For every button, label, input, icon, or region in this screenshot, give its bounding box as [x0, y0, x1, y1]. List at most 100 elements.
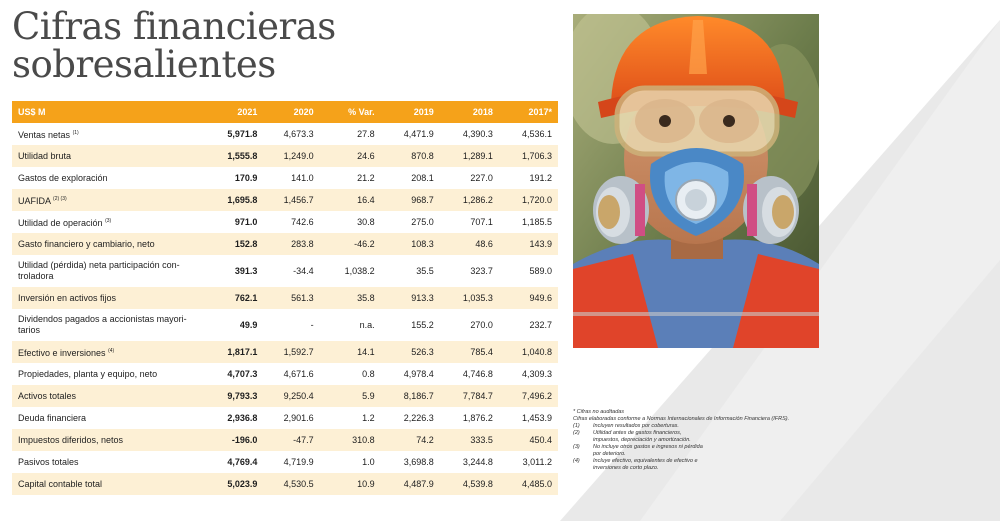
- table-cell: 275.0: [380, 211, 440, 233]
- row-label: Impuestos diferidos, netos: [12, 429, 208, 451]
- table-cell: -46.2: [319, 233, 381, 255]
- row-label: UAFIDA (2) (3): [12, 189, 208, 211]
- table-cell: 4,769.4: [207, 451, 264, 473]
- table-cell: 2,901.6: [263, 407, 320, 429]
- table-cell: 14.1: [319, 341, 381, 363]
- table-cell: 323.7: [439, 255, 499, 287]
- footnote-item: (1) Incluyen resultados por coberturas.: [573, 423, 833, 430]
- footnote-item: (4) Incluye efectivo, equivalentes de efe…: [573, 458, 833, 472]
- table-cell: 1,592.7: [263, 341, 320, 363]
- table-row: Utilidad (pérdida) neta participación co…: [12, 255, 558, 287]
- header-cell-var: % Var.: [319, 101, 381, 123]
- row-label: Pasivos totales: [12, 451, 208, 473]
- table-cell: 24.6: [319, 145, 381, 167]
- table-row: Deuda financiera 2,936.8 2,901.6 1.2 2,226.3…: [12, 407, 558, 429]
- footnotes: * Cifras no auditadas Cifras elaboradas …: [573, 409, 833, 472]
- table-cell: 1,035.3: [439, 287, 499, 309]
- table-cell: 1,456.7: [263, 189, 320, 211]
- footnote-number: (1): [573, 423, 580, 429]
- row-label: Utilidad de operación (3): [12, 211, 208, 233]
- row-label: Propiedades, planta y equipo, neto: [12, 363, 208, 385]
- table-cell: 4,978.4: [380, 363, 440, 385]
- table-cell: 1,185.5: [498, 211, 558, 233]
- table-cell: 74.2: [380, 429, 440, 451]
- table-cell: 49.9: [207, 309, 264, 341]
- table-row: Efectivo e inversiones (4) 1,817.1 1,592.7…: [12, 341, 558, 363]
- row-label-text: Utilidad (pérdida) neta participación co…: [18, 260, 180, 270]
- table-row: Utilidad bruta 1,555.8 1,249.0 24.6 870.8 1,2…: [12, 145, 558, 167]
- row-label-text: Gastos de exploración: [18, 172, 108, 183]
- table-row: Gasto financiero y cambiario, neto 152.8 2…: [12, 233, 558, 255]
- table-cell: 27.8: [319, 123, 381, 145]
- table-cell: 16.4: [319, 189, 381, 211]
- header-cell-units: US$ M: [12, 101, 208, 123]
- table-cell: 4,536.1: [498, 123, 558, 145]
- footnote-text-line: inversiones de corto plazo.: [593, 465, 659, 471]
- table-cell: 1,040.8: [498, 341, 558, 363]
- footnote-intro: Cifras elaboradas conforme a Normas Inte…: [573, 416, 790, 422]
- table-cell: 1,286.2: [439, 189, 499, 211]
- table-row: Pasivos totales 4,769.4 4,719.9 1.0 3,698.8 3…: [12, 451, 558, 473]
- table-cell: 870.8: [380, 145, 440, 167]
- table-cell: 4,673.3: [263, 123, 320, 145]
- table-cell: 1,706.3: [498, 145, 558, 167]
- worker-photo: [573, 14, 819, 348]
- table-cell: 1.2: [319, 407, 381, 429]
- table-cell: 4,390.3: [439, 123, 499, 145]
- table-cell: 5,971.8: [207, 123, 264, 145]
- table-cell: 4,707.3: [207, 363, 264, 385]
- table-row: UAFIDA (2) (3) 1,695.8 1,456.7 16.4 968.7 1,2…: [12, 189, 558, 211]
- row-label: Ventas netas (1): [12, 123, 208, 145]
- table-cell: 208.1: [380, 167, 440, 189]
- table-cell: 7,784.7: [439, 385, 499, 407]
- table-cell: 21.2: [319, 167, 381, 189]
- row-label-text: Propiedades, planta y equipo, neto: [18, 368, 158, 379]
- table-cell: 4,671.6: [263, 363, 320, 385]
- table-cell: 3,698.8: [380, 451, 440, 473]
- table-cell: 141.0: [263, 167, 320, 189]
- header-cell-2017: 2017*: [498, 101, 558, 123]
- table-cell: 333.5: [439, 429, 499, 451]
- table-cell: 1,555.8: [207, 145, 264, 167]
- row-label: Activos totales: [12, 385, 208, 407]
- row-label-text: Pasivos totales: [18, 456, 79, 467]
- table-cell: 1,817.1: [207, 341, 264, 363]
- row-label-text: Gasto financiero y cambiario, neto: [18, 238, 155, 249]
- worker-with-respirator-image: [573, 14, 819, 348]
- table-cell: 1,038.2: [319, 255, 381, 287]
- table-row: Activos totales 9,793.3 9,250.4 5.9 8,186.7 7…: [12, 385, 558, 407]
- table-cell: 3,011.2: [498, 451, 558, 473]
- table-cell: 4,487.9: [380, 473, 440, 495]
- footnote-text: Incluyen resultados por coberturas.: [593, 423, 679, 430]
- row-label-footnote-ref: (3): [105, 217, 112, 224]
- row-label-text: Capital contable total: [18, 478, 103, 489]
- table-cell: 35.5: [380, 255, 440, 287]
- table-cell: -196.0: [207, 429, 264, 451]
- row-label: Efectivo e inversiones (4): [12, 341, 208, 363]
- table-row: Dividendos pagados a accionistas mayori-…: [12, 309, 558, 341]
- table-cell: -47.7: [263, 429, 320, 451]
- row-label-text: Deuda financiera: [18, 412, 87, 423]
- table-cell: 561.3: [263, 287, 320, 309]
- row-label-text: Activos totales: [18, 390, 77, 401]
- table-cell: 4,471.9: [380, 123, 440, 145]
- title-line-2: sobresalientes: [12, 43, 276, 86]
- row-label-text: Efectivo e inversiones: [18, 347, 106, 358]
- table-cell: 4,719.9: [263, 451, 320, 473]
- table-cell: 227.0: [439, 167, 499, 189]
- row-label: Dividendos pagados a accionistas mayori-…: [12, 309, 208, 341]
- row-label-text: Inversión en activos fijos: [18, 292, 117, 303]
- row-label: Gastos de exploración: [12, 167, 208, 189]
- footnote-text-line: por deterioro.: [593, 451, 626, 457]
- table-cell: 785.4: [439, 341, 499, 363]
- footnote-number: (3): [573, 444, 580, 450]
- row-label-continuation: tarios: [18, 325, 41, 335]
- table-cell: 0.8: [319, 363, 381, 385]
- table-cell: 143.9: [498, 233, 558, 255]
- row-label-continuation: troladora: [18, 271, 54, 281]
- row-label-footnote-ref: (4): [108, 347, 115, 354]
- table-cell: 1,876.2: [439, 407, 499, 429]
- header-cell-2018: 2018: [439, 101, 499, 123]
- table-cell: 742.6: [263, 211, 320, 233]
- table-cell: 450.4: [498, 429, 558, 451]
